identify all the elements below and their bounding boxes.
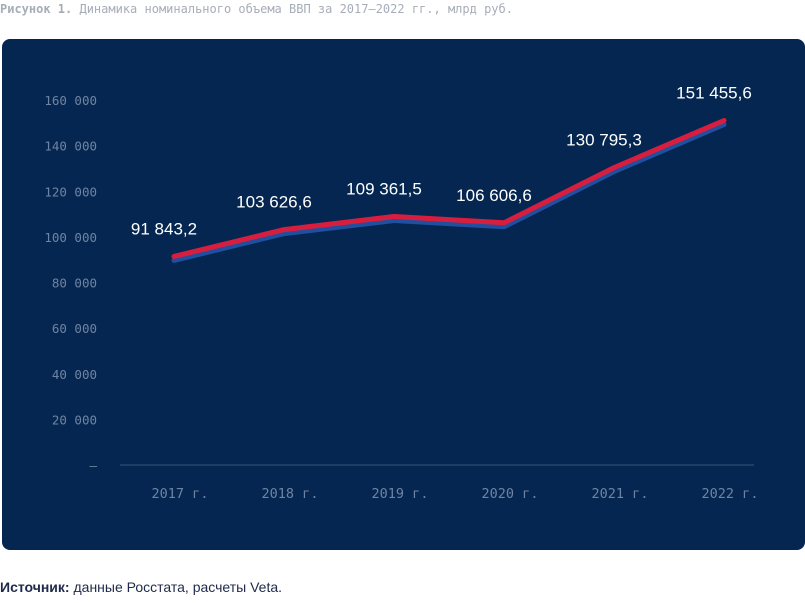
x-tick-label: 2020 г.: [482, 486, 539, 502]
y-tick-label: 40 000: [52, 367, 97, 382]
x-tick-label: 2022 г.: [702, 486, 759, 502]
y-axis: – 20 000 40 000 60 000 80 000 100 000 120 000 1…: [44, 93, 97, 473]
series-line-shadow: [171, 121, 727, 263]
y-tick-label: 160 000: [44, 93, 97, 108]
data-label: 91 843,2: [131, 219, 197, 238]
data-label: 103 626,6: [236, 193, 312, 212]
source-label: Источник:: [0, 579, 70, 595]
y-tick-label: 80 000: [52, 276, 97, 291]
x-axis: 2017 г. 2018 г. 2019 г. 2020 г. 2021 г. 2022 …: [152, 486, 759, 502]
series-line: [171, 117, 727, 259]
x-tick-label: 2018 г.: [262, 486, 319, 502]
chart-panel: – 20 000 40 000 60 000 80 000 100 000 120 000 1…: [2, 39, 805, 550]
y-tick-label: 100 000: [44, 230, 97, 245]
figure-number: Рисунок 1.: [0, 2, 73, 16]
data-labels: 91 843,2 103 626,6 109 361,5 106 606,6 130 7…: [131, 83, 752, 238]
y-tick-label: 140 000: [44, 139, 97, 154]
figure-title: Динамика номинального объема ВВП за 2017…: [79, 2, 513, 16]
y-tick-label: 120 000: [44, 184, 97, 199]
data-label: 151 455,6: [676, 83, 752, 102]
gdp-line-chart: – 20 000 40 000 60 000 80 000 100 000 120 000 1…: [44, 83, 759, 502]
x-tick-label: 2017 г.: [152, 486, 209, 502]
source-text: данные Росстата, расчеты Veta.: [73, 579, 283, 595]
source-note: Источник: данные Росстата, расчеты Veta.: [0, 579, 282, 595]
y-tick-label: –: [89, 458, 97, 473]
x-tick-label: 2019 г.: [372, 486, 429, 502]
drop-lines: [173, 126, 725, 466]
data-label: 130 795,3: [566, 131, 642, 150]
figure-caption: Рисунок 1. Динамика номинального объема …: [0, 2, 513, 16]
data-label: 109 361,5: [346, 180, 422, 199]
x-tick-label: 2021 г.: [592, 486, 649, 502]
y-tick-label: 60 000: [52, 321, 97, 336]
y-tick-label: 20 000: [52, 412, 97, 427]
data-label: 106 606,6: [456, 186, 532, 205]
